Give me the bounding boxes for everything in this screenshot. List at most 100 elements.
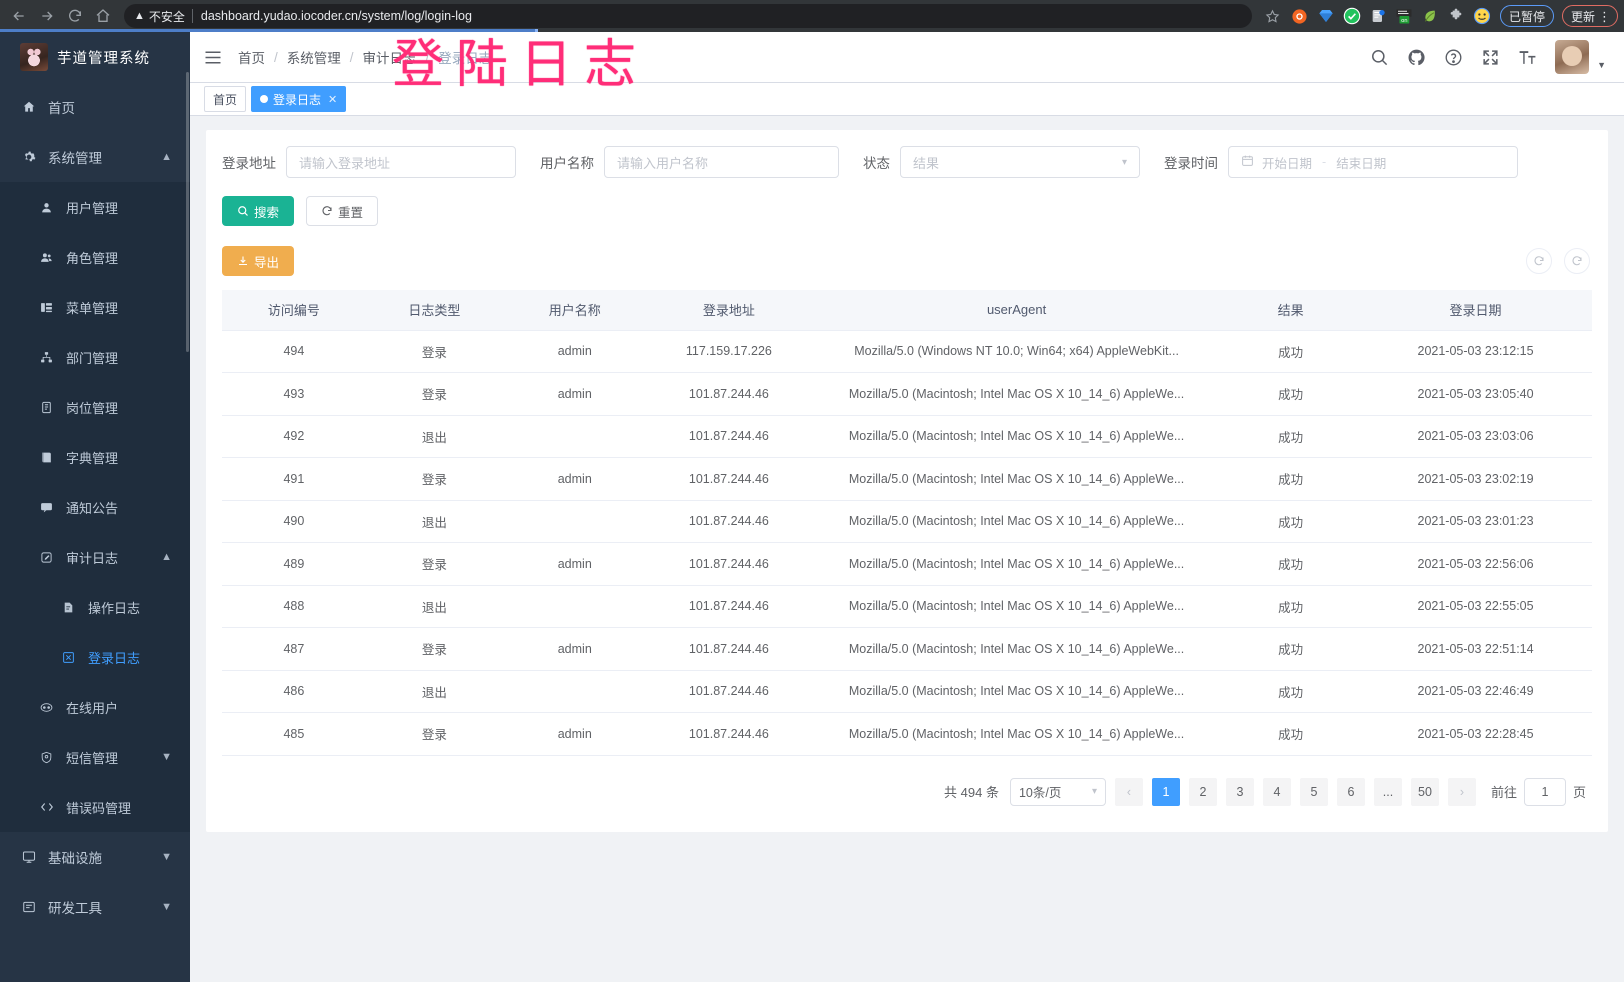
- login-address-input[interactable]: 请输入登录地址: [286, 146, 516, 178]
- page-ellipsis-button[interactable]: ...: [1373, 777, 1402, 806]
- sidebar-item-infrastructure[interactable]: 基础设施 ▼: [0, 832, 190, 882]
- extension-icon-green-check[interactable]: [1341, 5, 1363, 27]
- breadcrumb-item-home[interactable]: 首页: [238, 51, 265, 66]
- sidebar-item-dict-mgmt[interactable]: 字典管理: [0, 432, 190, 482]
- page-load-progress: [0, 29, 538, 32]
- sidebar-item-menu-mgmt[interactable]: 菜单管理: [0, 282, 190, 332]
- reset-button[interactable]: 重置: [306, 196, 379, 226]
- sidebar-item-system[interactable]: 系统管理 ▲: [0, 132, 190, 182]
- table-row[interactable]: 490 退出 101.87.244.46 Mozilla/5.0 (Macintosh…: [222, 500, 1592, 543]
- extension-icon-orange[interactable]: [1289, 5, 1311, 27]
- next-page-button[interactable]: ›: [1447, 777, 1476, 806]
- close-icon[interactable]: ✕: [328, 93, 338, 106]
- jumper-input[interactable]: 1: [1523, 777, 1566, 806]
- column-header-type[interactable]: 日志类型: [365, 290, 503, 331]
- breadcrumb: 首页 / 系统管理 / 审计日志 / 登录日志: [238, 47, 492, 67]
- avatar[interactable]: [1555, 40, 1590, 74]
- table-row[interactable]: 494 登录 admin 117.159.17.226 Mozilla/5.0 (Win…: [222, 330, 1592, 373]
- extension-icon-emoji[interactable]: [1471, 5, 1493, 27]
- page-button-6[interactable]: 6: [1336, 777, 1365, 806]
- github-icon[interactable]: [1407, 48, 1426, 67]
- sidebar-item-dept-mgmt[interactable]: 部门管理: [0, 332, 190, 382]
- address-bar[interactable]: ▲ 不安全 dashboard.yudao.iocoder.cn/system/…: [124, 4, 1252, 28]
- sidebar-scrollbar[interactable]: [186, 32, 190, 982]
- table-row[interactable]: 485 登录 admin 101.87.244.46 Mozilla/5.0 (Maci…: [222, 712, 1592, 756]
- page-button-1[interactable]: 1: [1151, 777, 1180, 806]
- column-header-date[interactable]: 登录日期: [1359, 290, 1592, 331]
- page-button-50[interactable]: 50: [1410, 777, 1439, 806]
- table-row[interactable]: 491 登录 admin 101.87.244.46 Mozilla/5.0 (Maci…: [222, 457, 1592, 501]
- sidebar-logo[interactable]: 芋道管理系统: [0, 32, 190, 82]
- cell-useragent: Mozilla/5.0 (Macintosh; Intel Mac OS X 1…: [811, 457, 1223, 501]
- sidebar-item-post-mgmt[interactable]: 岗位管理: [0, 382, 190, 432]
- cell-date: 2021-05-03 23:05:40: [1359, 372, 1592, 416]
- sidebar-item-login-log[interactable]: 登录日志: [0, 632, 190, 682]
- sidebar-item-label: 岗位管理: [66, 400, 119, 416]
- kebab-menu-icon[interactable]: ⋮: [1598, 8, 1611, 24]
- table-row[interactable]: 486 退出 101.87.244.46 Mozilla/5.0 (Macintosh…: [222, 670, 1592, 713]
- extension-icon-docs[interactable]: [1367, 5, 1389, 27]
- column-header-useragent[interactable]: userAgent: [811, 290, 1223, 331]
- column-header-result[interactable]: 结果: [1222, 290, 1360, 331]
- sidebar-item-role-mgmt[interactable]: 角色管理: [0, 232, 190, 282]
- paused-badge[interactable]: 已暂停: [1499, 5, 1554, 27]
- font-size-icon[interactable]: [1518, 48, 1537, 67]
- page-button-4[interactable]: 4: [1262, 777, 1291, 806]
- help-icon[interactable]: [1444, 48, 1463, 67]
- forward-arrow-icon[interactable]: [34, 3, 60, 29]
- sidebar-item-audit-log[interactable]: 审计日志 ▲: [0, 532, 190, 582]
- extension-icon-diamond[interactable]: [1315, 5, 1337, 27]
- chevron-down-icon[interactable]: ▼: [1597, 60, 1606, 70]
- extension-icon-leaf[interactable]: [1419, 5, 1441, 27]
- fullscreen-icon[interactable]: [1481, 48, 1500, 67]
- column-header-username[interactable]: 用户名称: [502, 290, 647, 331]
- username-input[interactable]: 请输入用户名称: [604, 146, 839, 178]
- tag-login-log[interactable]: 登录日志 ✕: [251, 86, 347, 112]
- export-button[interactable]: 导出: [222, 246, 295, 276]
- sidebar-item-home[interactable]: 首页: [0, 82, 190, 132]
- status-select[interactable]: 结果 ▾: [900, 146, 1140, 178]
- page-size-select[interactable]: 10条/页 ▾: [1009, 777, 1106, 806]
- column-settings-icon[interactable]: [1564, 248, 1590, 274]
- sidebar-item-user-mgmt[interactable]: 用户管理: [0, 182, 190, 232]
- extension-icon-translate-on[interactable]: on: [1393, 5, 1415, 27]
- table-row[interactable]: 492 退出 101.87.244.46 Mozilla/5.0 (Macintosh…: [222, 415, 1592, 458]
- hamburger-icon[interactable]: [204, 50, 226, 65]
- reload-icon[interactable]: [62, 3, 88, 29]
- cell-useragent: Mozilla/5.0 (Macintosh; Intel Mac OS X 1…: [811, 712, 1223, 756]
- page-button-5[interactable]: 5: [1299, 777, 1328, 806]
- sidebar-item-label: 基础设施: [48, 851, 102, 866]
- chevron-up-icon: ▲: [161, 551, 172, 563]
- table-row[interactable]: 489 登录 admin 101.87.244.46 Mozilla/5.0 (Maci…: [222, 542, 1592, 586]
- refresh-icon[interactable]: [1526, 248, 1552, 274]
- monitor-icon: [20, 850, 37, 864]
- sidebar-scrollbar-thumb[interactable]: [186, 72, 189, 352]
- login-time-daterange[interactable]: 开始日期 - 结束日期: [1228, 146, 1518, 178]
- tag-home[interactable]: 首页: [204, 86, 247, 112]
- page-button-2[interactable]: 2: [1188, 777, 1217, 806]
- update-button[interactable]: 更新 ⋮: [1561, 5, 1618, 27]
- prev-page-button[interactable]: ‹: [1114, 777, 1143, 806]
- search-icon[interactable]: [1370, 48, 1389, 67]
- sidebar-item-dev-tools[interactable]: 研发工具 ▼: [0, 882, 190, 932]
- sidebar-item-error-code[interactable]: 错误码管理: [0, 782, 190, 832]
- table-row[interactable]: 487 登录 admin 101.87.244.46 Mozilla/5.0 (Maci…: [222, 627, 1592, 671]
- breadcrumb-item-system[interactable]: 系统管理: [286, 51, 341, 66]
- search-button[interactable]: 搜索: [222, 196, 295, 226]
- column-header-id[interactable]: 访问编号: [222, 290, 366, 331]
- bookmark-star-icon[interactable]: [1261, 5, 1285, 27]
- table-row[interactable]: 493 登录 admin 101.87.244.46 Mozilla/5.0 (Maci…: [222, 372, 1592, 416]
- sidebar-item-online-user[interactable]: 在线用户: [0, 682, 190, 732]
- sidebar-item-sms[interactable]: 短信管理 ▼: [0, 732, 190, 782]
- column-header-address[interactable]: 登录地址: [646, 290, 812, 331]
- cell-username: [502, 670, 647, 713]
- sidebar-item-notice[interactable]: 通知公告: [0, 482, 190, 532]
- breadcrumb-item-audit[interactable]: 审计日志: [362, 51, 417, 66]
- back-arrow-icon[interactable]: [6, 3, 32, 29]
- extensions-puzzle-icon[interactable]: [1445, 5, 1467, 27]
- table-row[interactable]: 488 退出 101.87.244.46 Mozilla/5.0 (Macintosh…: [222, 585, 1592, 628]
- home-icon[interactable]: [90, 3, 116, 29]
- sidebar-item-operation-log[interactable]: 操作日志: [0, 582, 190, 632]
- cell-date: 2021-05-03 22:55:05: [1359, 585, 1592, 628]
- page-button-3[interactable]: 3: [1225, 777, 1254, 806]
